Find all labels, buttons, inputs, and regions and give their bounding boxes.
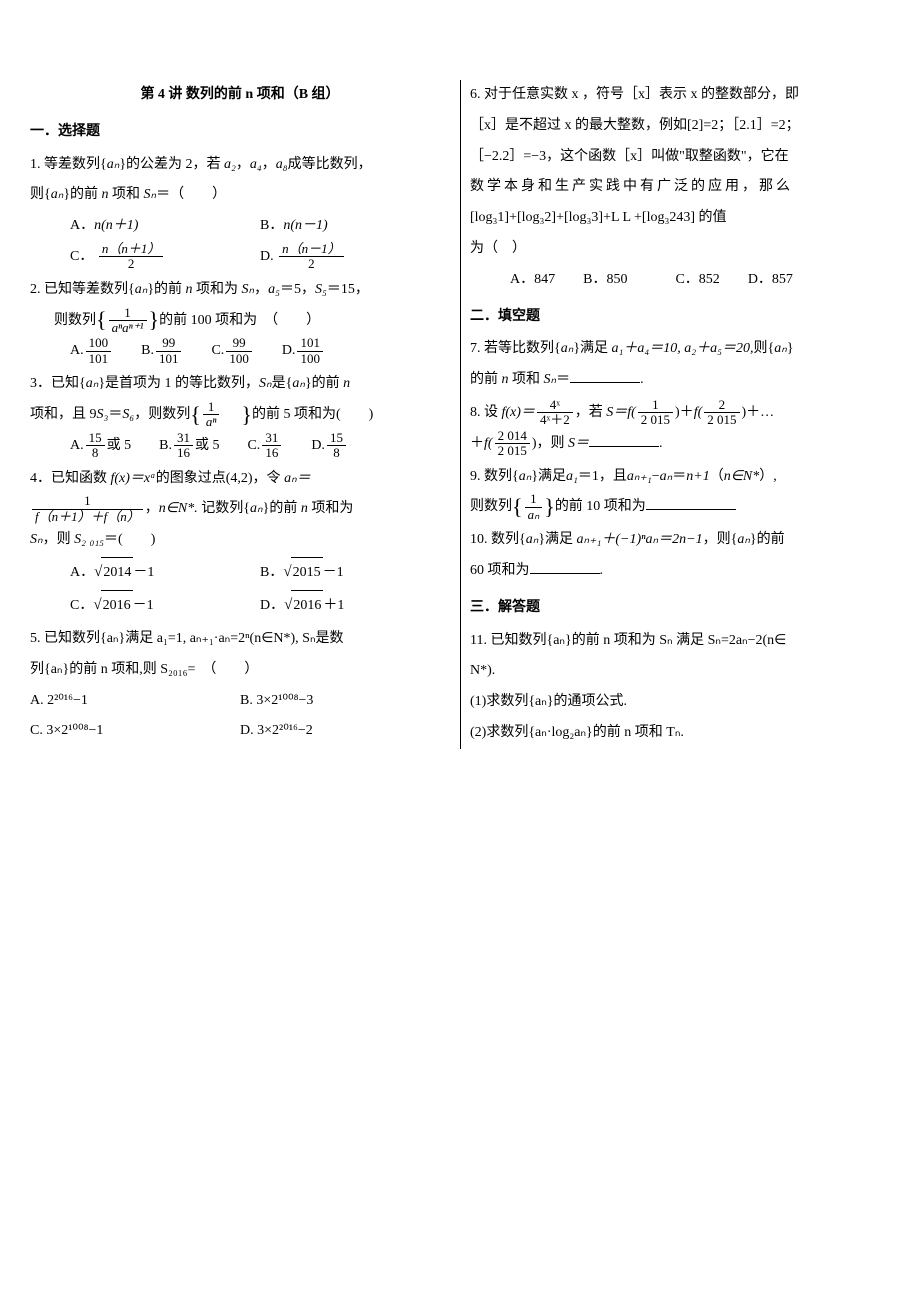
q9-blank[interactable]	[646, 495, 736, 510]
q6-l4: 数学本身和生产实践中有广泛的应用，那么	[470, 172, 890, 203]
q6-l2: ［x］是不超过 x 的最大整数，例如[2]=2；［2.1］=2；	[470, 111, 890, 142]
q11-stem-1: 11. 已知数列{aₙ}的前 n 项和为 Sₙ 满足 Sₙ=2aₙ−2(n∈	[470, 626, 890, 657]
q6-l1: 6. 对于任意实数 x ，符号［x］表示 x 的整数部分，即	[470, 80, 890, 111]
q8-text: 8. 设 f(x)＝4ˣ4ˣ＋2，若 S＝f(12 015)＋f(22 015)…	[470, 405, 774, 420]
section-1-heading: 一．选择题	[30, 117, 450, 148]
q6-l6: 为（ ）	[470, 234, 890, 265]
question-1: 1. 等差数列{aₙ}的公差为 2，若 a₂，a₄，a₈成等比数列， 则{aₙ}…	[30, 150, 450, 273]
q1-options: A．n(n＋1) B．n(n－1) C． n（n＋1）2 D. n（n－1）2	[30, 211, 450, 273]
section-3-heading: 三．解答题	[470, 593, 890, 624]
q11-part-1: (1)求数列{aₙ}的通项公式.	[470, 687, 890, 718]
q10-blank[interactable]	[530, 559, 600, 574]
q5-options: A. 2²⁰¹⁶−1 B. 3×2¹⁰⁰⁸−3 C. 3×2¹⁰⁰⁸−1 D. …	[30, 686, 450, 748]
q6-l3: ［−2.2］=−3，这个函数［x］叫做"取整函数"，它在	[470, 142, 890, 173]
q4-text-2: 1f（n＋1）＋f（n），n∈N*. 记数列{aₙ}的前 n 项和为	[30, 501, 353, 516]
q6-l5: [log₃1]+[log₃2]+[log₃3]+L L +[log₃243] 的…	[470, 203, 890, 234]
q9-text-2: 则数列{1aₙ}的前 10 项和为	[470, 499, 736, 514]
question-8: 8. 设 f(x)＝4ˣ4ˣ＋2，若 S＝f(12 015)＋f(22 015)…	[470, 398, 890, 460]
q4-text: 4．已知函数 f(x)＝xᵃ的图象过点(4,2)，令 aₙ＝	[30, 471, 311, 486]
section-2-heading: 二．填空题	[470, 302, 890, 333]
question-4: 4．已知函数 f(x)＝xᵃ的图象过点(4,2)，令 aₙ＝ 1f（n＋1）＋f…	[30, 464, 450, 622]
q8-blank[interactable]	[589, 432, 659, 447]
q3-options: A.158或 5 B.3116或 5 C.3116 D.158	[30, 431, 450, 462]
q8-text-2: ＋f(2 0142 015)，则 S＝.	[470, 436, 662, 451]
question-9: 9. 数列{aₙ}满足a₁＝1，且aₙ₊₁−aₙ＝n+1（n∈N*）, 则数列{…	[470, 462, 890, 524]
q10-text-2: 60 项和为.	[470, 563, 603, 578]
question-10: 10. 数列{aₙ}满足 aₙ₊₁＋(−1)ⁿaₙ＝2n−1，则{aₙ}的前 6…	[470, 525, 890, 587]
question-7: 7. 若等比数列{aₙ}满足 a₁＋a₄＝10, a₂＋a₅＝20,则{aₙ} …	[470, 334, 890, 396]
q2-options: A.100101 B.99101 C.99100 D.101100	[30, 336, 450, 367]
question-5: 5. 已知数列{aₙ}满足 a₁=1, aₙ₊₁·aₙ=2ⁿ(n∈N*), Sₙ…	[30, 624, 450, 747]
q7-blank[interactable]	[570, 368, 640, 383]
q2-text: 2. 已知等差数列{aₙ}的前 n 项和为 Sₙ，a₅＝5，S₅＝15，	[30, 282, 369, 297]
question-6: 6. 对于任意实数 x ，符号［x］表示 x 的整数部分，即 ［x］是不超过 x…	[470, 80, 890, 296]
q1-text: 1. 等差数列{aₙ}的公差为 2，若 a₂，a₄，a₈成等比数列，	[30, 157, 372, 172]
q9-text: 9. 数列{aₙ}满足a₁＝1，且aₙ₊₁−aₙ＝n+1（n∈N*）,	[470, 469, 777, 484]
q5-text-1: 5. 已知数列{aₙ}满足 a₁=1, aₙ₊₁·aₙ=2ⁿ(n∈N*), Sₙ…	[30, 624, 450, 655]
question-2: 2. 已知等差数列{aₙ}的前 n 项和为 Sₙ，a₅＝5，S₅＝15， 则数列…	[30, 275, 450, 367]
q3-text-2: 项和，且 9S₃＝S₆，则数列{1aⁿ}的前 5 项和为( )	[30, 407, 373, 422]
q6-options: A．847 B．850 C．852 D．857	[470, 265, 890, 296]
q5-text-2: 列{aₙ}的前 n 项和,则 S₂₀₁₆= （ ）	[30, 655, 450, 686]
q3-text: 3．已知{aₙ}是首项为 1 的等比数列，Sₙ是{aₙ}的前 n	[30, 376, 350, 391]
question-11: 11. 已知数列{aₙ}的前 n 项和为 Sₙ 满足 Sₙ=2aₙ−2(n∈ N…	[470, 626, 890, 749]
question-3: 3．已知{aₙ}是首项为 1 的等比数列，Sₙ是{aₙ}的前 n 项和，且 9S…	[30, 369, 450, 461]
q7-text: 7. 若等比数列{aₙ}满足 a₁＋a₄＝10, a₂＋a₅＝20,则{aₙ}	[470, 341, 794, 356]
q11-part-2: (2)求数列{aₙ·log₂aₙ}的前 n 项和 Tₙ.	[470, 718, 890, 749]
q10-text: 10. 数列{aₙ}满足 aₙ₊₁＋(−1)ⁿaₙ＝2n−1，则{aₙ}的前	[470, 532, 785, 547]
page-title: 第 4 讲 数列的前 n 项和（B 组）	[30, 80, 450, 111]
q4-options: A．√2014－1 B．√2015－1 C．√2016－1 D．√2016＋1	[30, 556, 450, 622]
q4-text-3: Sₙ，则 S₂ ₀₁₅＝( )	[30, 532, 155, 547]
q2-text-2: 则数列{1aⁿaⁿ⁺¹}的前 100 项和为 （ ）	[30, 313, 320, 328]
q7-text-2: 的前 n 项和 Sₙ＝.	[470, 372, 644, 387]
q1-text-2: 则{aₙ}的前 n 项和 Sₙ＝（ ）	[30, 187, 226, 202]
q11-stem-2: N*).	[470, 656, 890, 687]
